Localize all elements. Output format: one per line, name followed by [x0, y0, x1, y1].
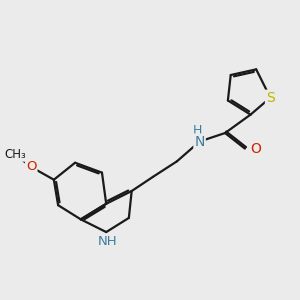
Text: NH: NH [98, 236, 117, 248]
Text: S: S [266, 91, 275, 105]
Text: O: O [26, 160, 37, 173]
Text: H: H [193, 124, 202, 137]
Text: O: O [250, 142, 261, 156]
Text: CH₃: CH₃ [5, 148, 26, 161]
Text: N: N [194, 134, 205, 148]
